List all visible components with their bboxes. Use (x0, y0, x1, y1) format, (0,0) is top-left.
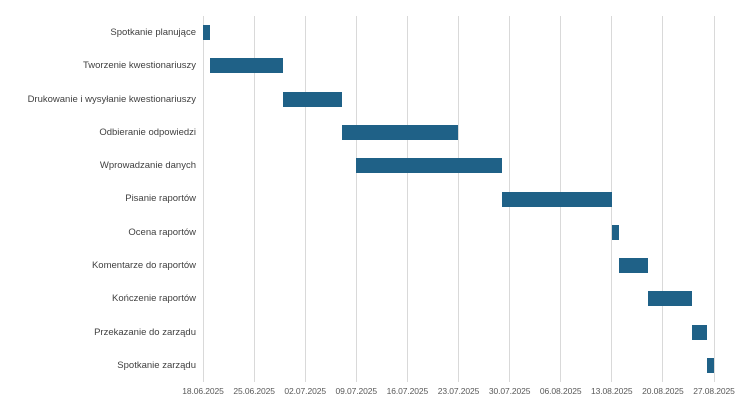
gantt-bar (619, 258, 649, 274)
gridline (662, 16, 664, 382)
x-axis-tick-label: 23.07.2025 (437, 386, 480, 396)
x-axis-tick-label: 09.07.2025 (335, 386, 378, 396)
task-label: Przekazanie do zarządu (94, 326, 196, 338)
gridline (611, 16, 613, 382)
task-label: Odbieranie odpowiedzi (99, 126, 196, 138)
gridline (406, 16, 408, 382)
gantt-bar (692, 324, 707, 340)
gridline (458, 16, 459, 382)
x-axis-tick-label: 30.07.2025 (488, 386, 531, 396)
gridline (304, 16, 306, 382)
gantt-bar (356, 158, 503, 174)
gridline (713, 16, 715, 382)
task-label: Spotkanie zarządu (117, 359, 196, 371)
gantt-bar (706, 357, 714, 373)
gantt-bar (283, 91, 342, 107)
gantt-bar (203, 25, 211, 41)
x-axis-tick-label: 25.06.2025 (233, 386, 275, 396)
gantt-bar (611, 224, 620, 240)
task-label: Kończenie raportów (112, 293, 196, 305)
x-axis-tick-label: 13.08.2025 (591, 386, 633, 396)
task-label: Spotkanie planujące (110, 27, 196, 39)
task-label: Ocena raportów (128, 226, 196, 238)
gantt-bar (502, 191, 612, 207)
task-label: Wprowadzanie danych (99, 160, 196, 172)
gantt-bar (210, 58, 284, 74)
gantt-bar (341, 124, 459, 140)
gantt-bar (648, 291, 693, 307)
x-axis-tick-label: 20.08.2025 (642, 386, 684, 396)
x-axis-tick-label: 16.07.2025 (386, 386, 429, 396)
x-axis-tick-label: 02.07.2025 (284, 386, 326, 396)
gridline (355, 16, 357, 382)
x-axis-tick-label: 18.06.2025 (182, 386, 224, 396)
gridline (253, 16, 255, 382)
task-label: Tworzenie kwestionariuszy (83, 60, 196, 72)
task-label: Drukowanie i wysyłanie kwestionariuszy (27, 93, 196, 105)
x-axis-tick-label: 06.08.2025 (539, 386, 582, 396)
task-label: Pisanie raportów (125, 193, 196, 205)
x-axis-tick-label: 27.08.2025 (693, 386, 735, 396)
task-label: Komentarze do raportów (91, 260, 196, 272)
gridline (202, 16, 204, 382)
